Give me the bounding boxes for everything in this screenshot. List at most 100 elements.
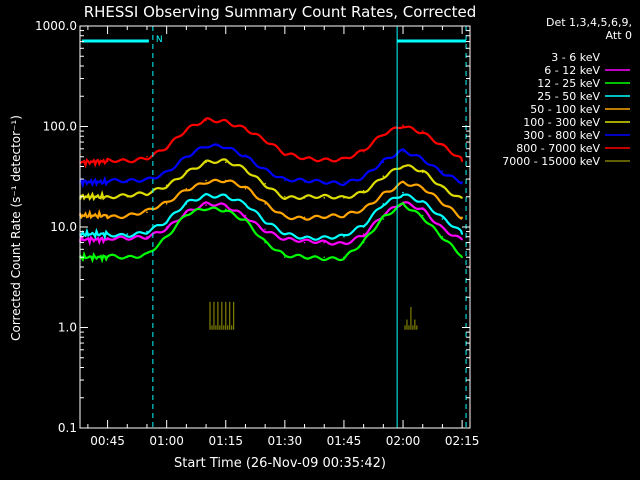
series-point <box>146 178 148 180</box>
series-point <box>402 151 404 153</box>
series-point <box>126 252 129 254</box>
series-point <box>362 226 365 228</box>
series-point <box>461 181 463 183</box>
series-point <box>343 241 345 244</box>
series-point <box>244 169 247 171</box>
series-point <box>323 241 326 244</box>
legend-entry-label: 25 - 50 keV <box>537 90 600 103</box>
series-point <box>421 230 424 233</box>
series-line <box>79 192 464 241</box>
series-line <box>79 143 463 189</box>
series-point <box>461 233 463 235</box>
series-point <box>205 161 207 164</box>
series-point <box>106 238 109 241</box>
series-point <box>126 256 129 259</box>
series-point <box>146 155 148 158</box>
legend-entry-label: 6 - 12 keV <box>544 64 600 77</box>
series-point <box>343 181 345 183</box>
series-point <box>284 154 286 156</box>
legend-title: Att 0 <box>606 29 632 42</box>
series-point <box>205 193 207 196</box>
series-point <box>264 228 266 231</box>
series-point <box>185 203 188 205</box>
series-point <box>362 151 365 153</box>
series-point <box>224 146 227 149</box>
series-point <box>106 160 109 163</box>
series-point <box>165 203 168 205</box>
series-point <box>402 191 404 194</box>
series-point <box>382 161 385 164</box>
series-point <box>205 218 207 220</box>
series-point <box>362 175 365 178</box>
series-point <box>284 179 286 182</box>
series-point <box>244 226 247 228</box>
legend-entry-label: 3 - 6 keV <box>551 51 600 64</box>
series-point <box>165 226 168 228</box>
series-point <box>382 175 385 178</box>
y-tick-label: 100.0 <box>43 120 77 134</box>
series-point <box>205 179 207 182</box>
series-point <box>382 134 385 136</box>
legend-entry-label: 50 - 100 keV <box>530 103 600 116</box>
series-point <box>303 241 306 244</box>
legend-entry-label: 100 - 300 keV <box>523 116 600 129</box>
series-point <box>382 191 385 194</box>
series-point <box>303 157 306 160</box>
series-point <box>461 197 463 199</box>
series-point <box>205 146 207 149</box>
series-point <box>402 226 404 228</box>
series-point <box>106 214 109 217</box>
series-point <box>244 187 247 190</box>
series-point <box>264 182 266 185</box>
series-point <box>343 197 345 199</box>
series-point <box>185 155 188 158</box>
series-point <box>205 204 207 206</box>
series-point <box>382 203 385 205</box>
series-point <box>165 184 168 187</box>
series-point <box>421 200 424 203</box>
series-point <box>323 157 326 160</box>
series-point <box>224 205 227 208</box>
series-point <box>421 208 424 211</box>
series-point <box>441 218 444 220</box>
series-point <box>106 233 109 235</box>
series-point <box>303 235 306 238</box>
x-tick-label: 01:15 <box>208 434 243 448</box>
series-point <box>126 181 129 183</box>
series-point <box>126 233 129 235</box>
series-point <box>185 187 188 190</box>
series-point <box>461 256 463 259</box>
series-point <box>343 256 345 259</box>
y-axis-label: Corrected Count Rate (s⁻¹ detector⁻¹) <box>9 115 23 341</box>
x-tick-label: 01:45 <box>327 434 362 448</box>
series-point <box>264 140 266 142</box>
series-point <box>323 197 326 199</box>
series-point <box>323 235 326 238</box>
series-point <box>421 130 424 132</box>
series-point <box>284 256 286 259</box>
x-tick-label: 01:30 <box>268 434 303 448</box>
series-point <box>382 235 385 238</box>
series-point <box>343 157 345 160</box>
series-point <box>146 230 148 233</box>
series-point <box>146 235 148 238</box>
y-tick-label: 1000.0 <box>35 19 77 33</box>
series-point <box>362 241 365 244</box>
series-point <box>205 119 207 122</box>
series-point <box>323 181 326 183</box>
series-point <box>421 187 424 190</box>
series-point <box>284 214 286 217</box>
series-point <box>224 161 227 164</box>
series-point <box>224 193 227 196</box>
series-point <box>303 256 306 259</box>
y-tick-label: 0.1 <box>58 421 77 435</box>
series-point <box>165 222 168 224</box>
x-tick-label: 02:15 <box>445 434 480 448</box>
series-point <box>284 195 286 198</box>
series-point <box>382 218 385 220</box>
series-line <box>79 117 464 169</box>
series-point <box>185 130 188 132</box>
series-point <box>165 241 168 244</box>
series-line <box>78 178 463 221</box>
series-point <box>264 222 266 224</box>
